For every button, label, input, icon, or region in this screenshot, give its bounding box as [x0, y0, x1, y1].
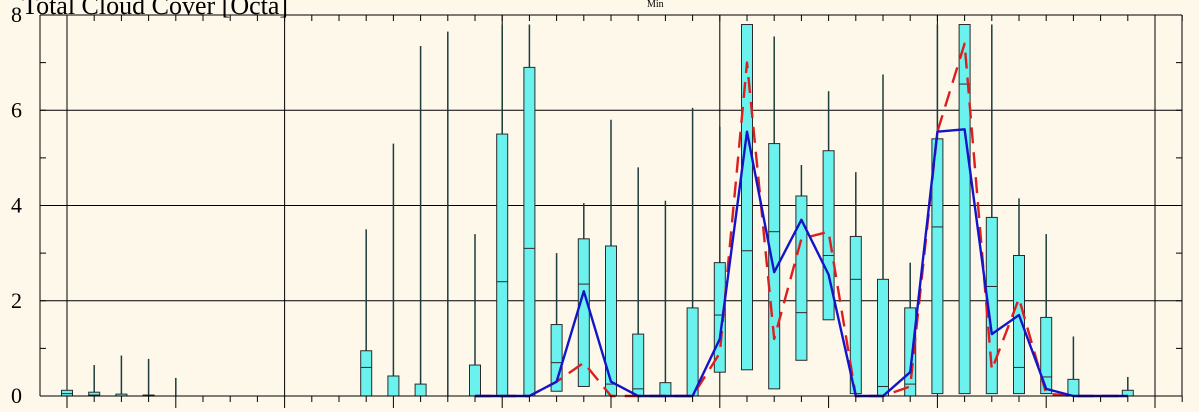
box-iqr	[659, 382, 672, 397]
box-iqr	[414, 383, 427, 397]
y-tick-label: 2	[11, 288, 22, 313]
box-iqr	[550, 324, 563, 392]
y-tick-label: 0	[11, 383, 22, 408]
series-lines	[475, 42, 1128, 398]
axes: 0 2 4 6 8	[11, 2, 1183, 408]
box-iqr	[469, 364, 481, 397]
box-iqr	[1013, 255, 1025, 395]
box-iqr	[877, 278, 889, 397]
box-iqr	[605, 245, 617, 397]
series-line-blue	[475, 128, 1128, 398]
box-iqr	[822, 150, 835, 321]
box-iqr	[387, 375, 400, 397]
box-iqr	[632, 333, 645, 397]
box-plots	[61, 24, 1134, 397]
box-iqr	[523, 66, 536, 397]
box-iqr	[713, 262, 726, 373]
box-iqr	[1040, 316, 1053, 395]
box-iqr	[1067, 378, 1080, 397]
box-iqr	[741, 24, 753, 371]
box-iqr	[496, 133, 509, 397]
box-iqr	[686, 307, 699, 397]
box-iqr	[958, 24, 971, 395]
y-tick-label: 8	[11, 2, 22, 27]
box-iqr	[360, 350, 373, 397]
y-tick-label: 4	[11, 193, 22, 218]
y-tick-label: 6	[11, 97, 22, 122]
chart-subtitle: Min	[647, 0, 664, 10]
chart-title: Total Cloud Cover [Octa]	[22, 0, 288, 20]
box-iqr	[795, 195, 808, 361]
